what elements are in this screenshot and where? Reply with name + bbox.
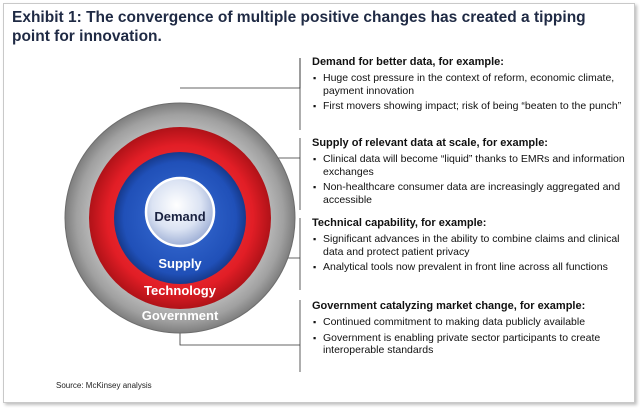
government-bullets: Continued commitment to making data publ… (312, 316, 628, 357)
supply-heading: Supply of relevant data at scale, for ex… (312, 137, 548, 149)
demand-bullets: Huge cost pressure in the context of ref… (312, 72, 628, 113)
supply-panel: Supply of relevant data at scale, for ex… (312, 137, 628, 210)
supply-label: Supply (158, 256, 202, 271)
technology-heading: Technical capability, for example: (312, 217, 487, 229)
exhibit-title: Exhibit 1: The convergence of multiple p… (12, 9, 586, 45)
government-panel: Government catalyzing market change, for… (312, 300, 628, 360)
government-heading: Government catalyzing market change, for… (312, 300, 586, 312)
demand-bullet: Huge cost pressure in the context of ref… (312, 72, 628, 98)
supply-bullet: Non-healthcare consumer data are increas… (312, 181, 628, 207)
connector-demand (180, 58, 301, 89)
demand-label: Demand (154, 209, 205, 224)
government-bullet: Continued commitment to making data publ… (312, 316, 628, 329)
supply-bullet: Clinical data will become “liquid” thank… (312, 153, 628, 179)
supply-bullets: Clinical data will become “liquid” thank… (312, 153, 628, 207)
demand-bullet: First movers showing impact; risk of bei… (312, 100, 628, 113)
demand-heading: Demand for better data, for example: (312, 56, 504, 68)
technology-label: Technology (144, 283, 217, 298)
technology-bullet: Analytical tools now prevalent in front … (312, 261, 628, 274)
technology-panel: Technical capability, for example: Signi… (312, 217, 628, 277)
government-bullet: Government is enabling private sector pa… (312, 332, 628, 358)
technology-bullet: Significant advances in the ability to c… (312, 233, 628, 259)
government-label: Government (142, 308, 219, 323)
demand-panel: Demand for better data, for example: Hug… (312, 56, 628, 116)
source-note: Source: McKinsey analysis (56, 381, 152, 390)
demand-core (144, 176, 216, 248)
technology-bullets: Significant advances in the ability to c… (312, 233, 628, 274)
connector-government (179, 330, 300, 346)
